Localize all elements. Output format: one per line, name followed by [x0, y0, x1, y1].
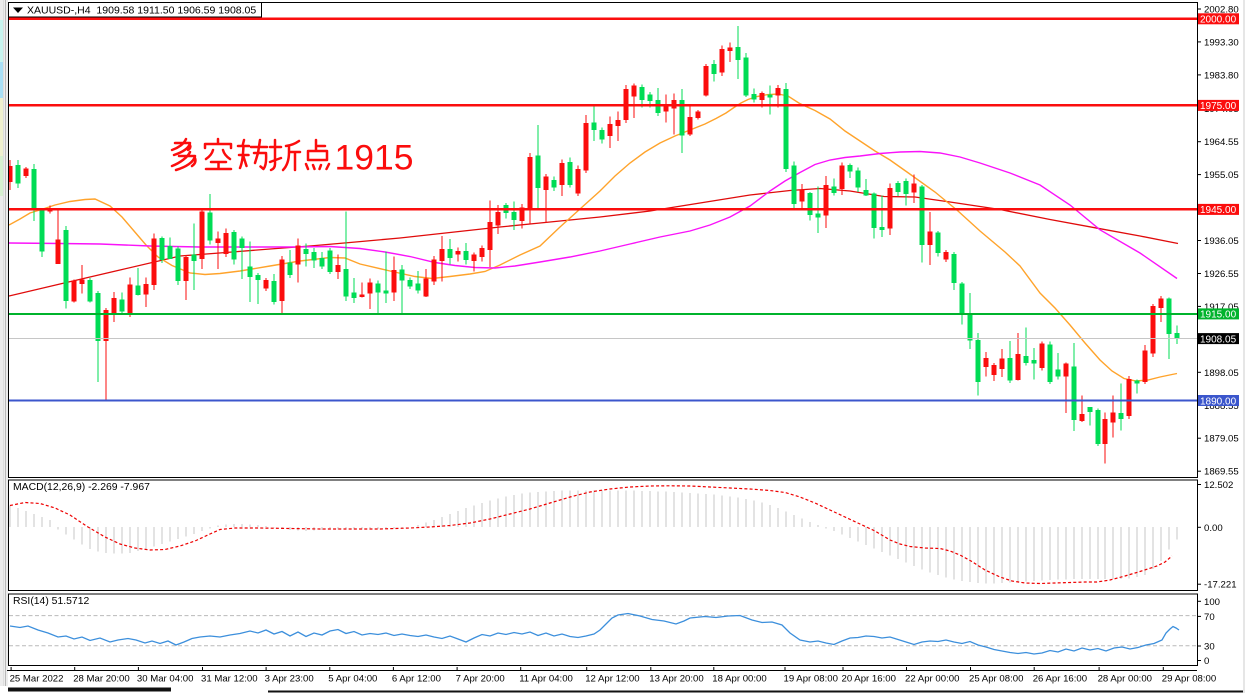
- svg-text:2000.00: 2000.00: [1200, 15, 1237, 26]
- svg-text:1983.80: 1983.80: [1204, 70, 1239, 81]
- svg-text:30: 30: [1204, 642, 1215, 653]
- svg-text:100: 100: [1204, 597, 1220, 608]
- svg-text:MACD(12,26,9) -2.269 -7.967: MACD(12,26,9) -2.269 -7.967: [13, 482, 150, 493]
- svg-text:1936.05: 1936.05: [1204, 236, 1239, 247]
- svg-text:1898.05: 1898.05: [1204, 368, 1239, 379]
- svg-text:1908.05: 1908.05: [1200, 334, 1237, 345]
- svg-text:1945.00: 1945.00: [1200, 205, 1237, 216]
- svg-text:5 Apr 04:00: 5 Apr 04:00: [328, 674, 377, 685]
- svg-text:70: 70: [1204, 612, 1215, 623]
- svg-text:0: 0: [1204, 656, 1209, 667]
- svg-text:18 Apr 00:00: 18 Apr 00:00: [712, 674, 766, 685]
- svg-text:1890.00: 1890.00: [1200, 396, 1237, 407]
- svg-text:12.502: 12.502: [1204, 480, 1233, 491]
- svg-text:22 Apr 00:00: 22 Apr 00:00: [905, 674, 959, 685]
- svg-text:28 Mar 20:00: 28 Mar 20:00: [73, 674, 130, 685]
- svg-text:7 Apr 20:00: 7 Apr 20:00: [456, 674, 505, 685]
- svg-text:1975.00: 1975.00: [1200, 101, 1237, 112]
- svg-text:26 Apr 16:00: 26 Apr 16:00: [1033, 674, 1087, 685]
- svg-text:1955.05: 1955.05: [1204, 170, 1239, 181]
- svg-text:28 Apr 00:00: 28 Apr 00:00: [1098, 674, 1152, 685]
- svg-text:1915.00: 1915.00: [1200, 310, 1237, 321]
- svg-text:29 Apr 08:00: 29 Apr 08:00: [1162, 674, 1216, 685]
- svg-text:25 Mar 2022: 25 Mar 2022: [10, 674, 64, 685]
- svg-text:25 Apr 08:00: 25 Apr 08:00: [969, 674, 1023, 685]
- svg-text:31 Mar 12:00: 31 Mar 12:00: [201, 674, 258, 685]
- svg-text:1993.30: 1993.30: [1204, 37, 1239, 48]
- svg-text:2002.80: 2002.80: [1204, 5, 1239, 16]
- svg-text:1888.55: 1888.55: [1204, 401, 1239, 412]
- svg-text:1964.55: 1964.55: [1204, 137, 1239, 148]
- svg-text:1926.55: 1926.55: [1204, 269, 1239, 280]
- svg-text:13 Apr 20:00: 13 Apr 20:00: [649, 674, 703, 685]
- svg-text:XAUUSD-,H4 1909.58 1911.50 19: XAUUSD-,H4 1909.58 1911.50 1906.59 1908.…: [27, 5, 256, 17]
- svg-text:19 Apr 08:00: 19 Apr 08:00: [784, 674, 838, 685]
- svg-text:3 Apr 23:00: 3 Apr 23:00: [265, 674, 314, 685]
- svg-text:1869.55: 1869.55: [1204, 467, 1239, 478]
- svg-text:0.00: 0.00: [1204, 523, 1223, 534]
- svg-text:1879.05: 1879.05: [1204, 434, 1239, 445]
- svg-text:1915: 1915: [335, 138, 414, 178]
- svg-text:12 Apr 12:00: 12 Apr 12:00: [585, 674, 639, 685]
- svg-text:RSI(14) 51.5712: RSI(14) 51.5712: [13, 596, 89, 607]
- svg-text:30 Mar 04:00: 30 Mar 04:00: [137, 674, 194, 685]
- svg-text:6 Apr 12:00: 6 Apr 12:00: [392, 674, 441, 685]
- svg-text:20 Apr 16:00: 20 Apr 16:00: [842, 674, 896, 685]
- svg-text:-17.221: -17.221: [1204, 580, 1237, 591]
- svg-text:11 Apr 04:00: 11 Apr 04:00: [519, 674, 573, 685]
- svg-text:1917.05: 1917.05: [1204, 302, 1239, 313]
